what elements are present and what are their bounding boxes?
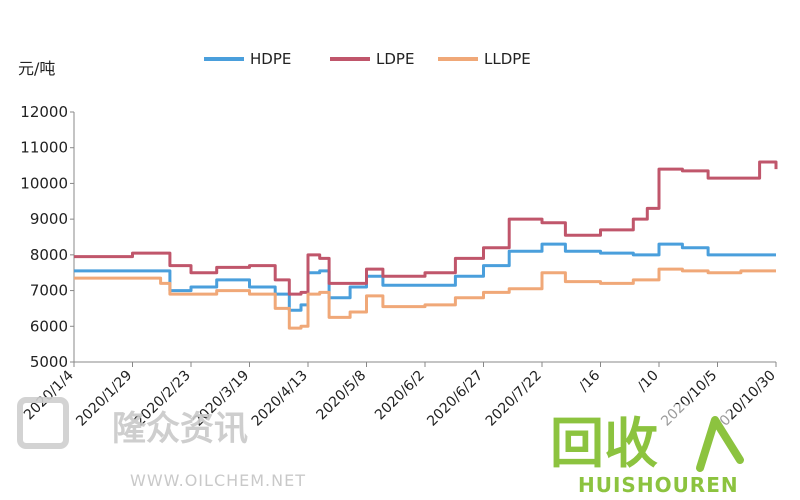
y-tick-label-9000: 9000 bbox=[30, 210, 68, 228]
x-tick-label-7: 2020/6/27 bbox=[424, 368, 486, 430]
y-tick-label-10000: 10000 bbox=[20, 174, 68, 192]
oilchem-watermark: 隆众资讯 WWW.OILCHEM.NET bbox=[17, 397, 306, 490]
x-tick-label-4: 2020/4/13 bbox=[249, 368, 311, 430]
x-tick-label-5: 2020/5/8 bbox=[314, 368, 370, 424]
series-line-lldpe bbox=[74, 267, 776, 330]
watermark-brand-url: WWW.OILCHEM.NET bbox=[130, 471, 306, 490]
logo-text: 回收 bbox=[550, 412, 658, 475]
y-tick-label-8000: 8000 bbox=[30, 246, 68, 264]
series-line-ldpe bbox=[74, 160, 778, 296]
y-axis-unit-label: 元/吨 bbox=[18, 59, 55, 78]
huishouren-logo: 回收 HUISHOUREN bbox=[540, 404, 744, 497]
legend-label-hdpe: HDPE bbox=[250, 50, 291, 68]
legend-label-lldpe: LLDPE bbox=[484, 50, 531, 68]
y-tick-label-7000: 7000 bbox=[30, 282, 68, 300]
watermark-brand-cn: 隆众资讯 bbox=[112, 409, 248, 449]
y-axis: 5000 6000 7000 8000 9000 10000 11000 12000 bbox=[20, 103, 74, 371]
oilchem-logo-icon bbox=[17, 397, 69, 449]
y-tick-label-6000: 6000 bbox=[30, 317, 68, 335]
logo-background-box bbox=[540, 404, 730, 474]
legend: HDPE LDPE LLDPE bbox=[204, 50, 531, 68]
series-group bbox=[74, 160, 778, 330]
y-tick-label-11000: 11000 bbox=[20, 139, 68, 157]
leaf-icon bbox=[696, 416, 744, 472]
y-tick-label-12000: 12000 bbox=[20, 103, 68, 121]
x-tick-label-9: /16 bbox=[576, 367, 603, 394]
x-tick-label-6: 2020/6/2 bbox=[372, 368, 428, 424]
legend-label-ldpe: LDPE bbox=[376, 50, 414, 68]
x-tick-label-10: /10 bbox=[635, 368, 662, 395]
x-tick-label-8: 2020/7/22 bbox=[483, 368, 545, 430]
y-tick-label-5000: 5000 bbox=[30, 353, 68, 371]
logo-subtext: HUISHOUREN bbox=[578, 473, 739, 497]
